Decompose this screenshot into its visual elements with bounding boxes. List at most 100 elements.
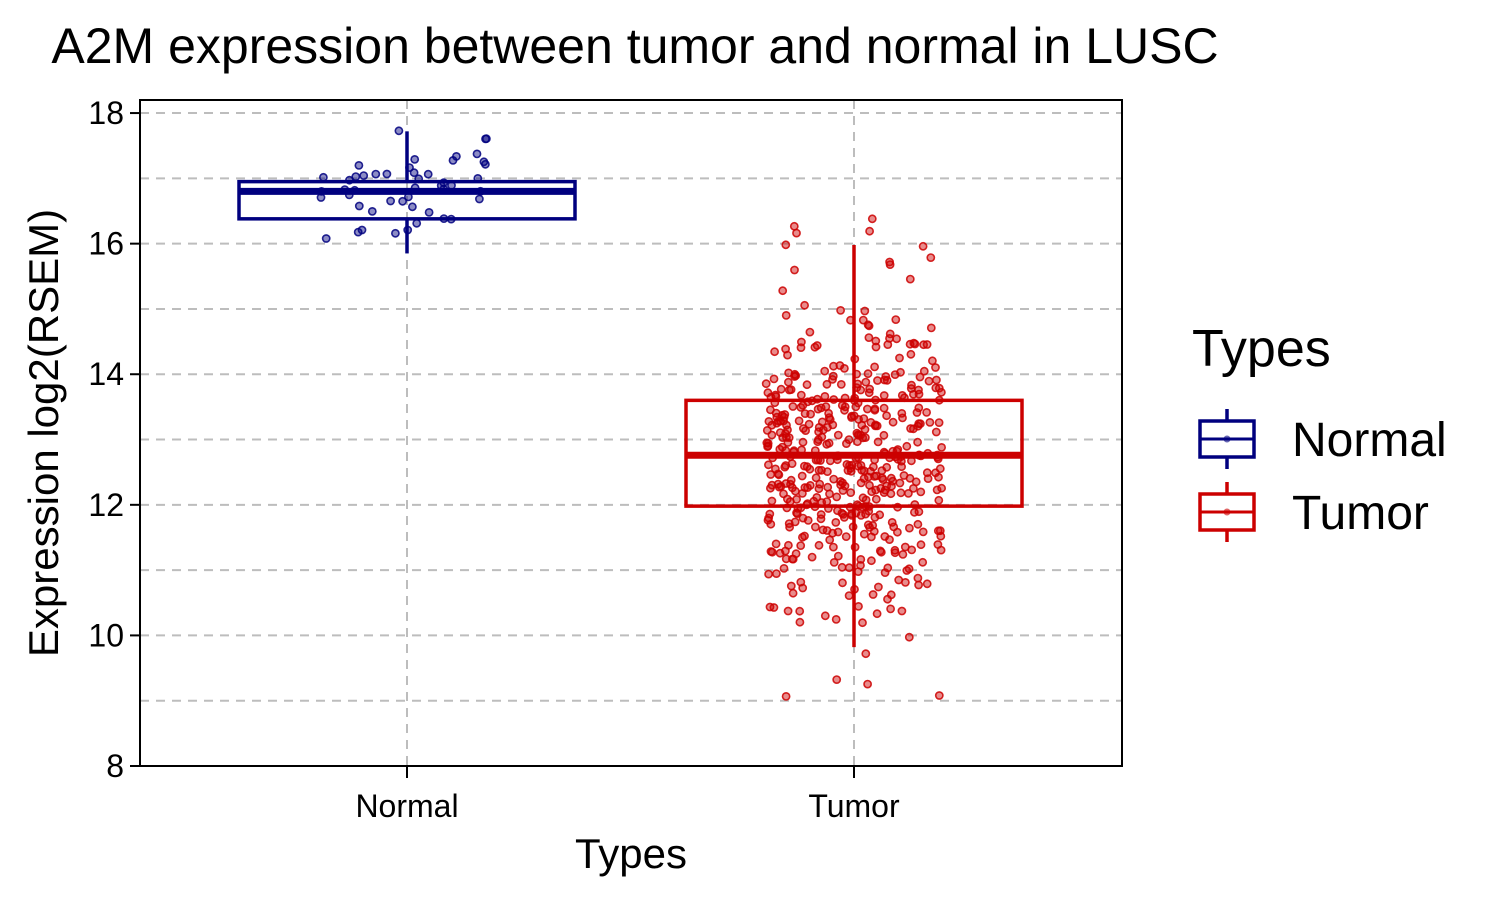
data-point (797, 471, 807, 481)
data-point (828, 420, 838, 430)
data-point (394, 126, 404, 136)
data-point (852, 428, 862, 438)
data-point (796, 541, 806, 550)
data-point (893, 527, 902, 537)
data-point (818, 525, 828, 535)
data-point (861, 649, 871, 659)
data-point (916, 540, 926, 550)
data-point (856, 561, 865, 570)
data-point (926, 253, 936, 262)
data-point (781, 310, 791, 320)
data-point (934, 418, 944, 427)
data-point (837, 562, 847, 572)
data-point (822, 379, 832, 389)
plot-border (139, 99, 1123, 767)
data-point (932, 485, 942, 495)
data-point (847, 411, 857, 421)
data-point (767, 547, 777, 557)
data-point (783, 425, 792, 435)
data-point (871, 336, 881, 346)
data-point (765, 509, 775, 519)
data-point (354, 201, 364, 211)
data-point (767, 430, 777, 440)
data-point (798, 437, 808, 447)
data-point (386, 196, 395, 206)
legend: Types Normal Tumor (1192, 320, 1447, 542)
data-point (829, 542, 838, 552)
data-point (795, 617, 805, 627)
data-point (859, 529, 869, 539)
data-point (918, 557, 928, 567)
data-point (883, 340, 893, 349)
data-point (786, 479, 795, 489)
data-point (774, 416, 783, 426)
data-point (816, 510, 826, 519)
y-tick-label: 18 (88, 95, 124, 131)
legend-label: Normal (1292, 414, 1447, 467)
data-point (769, 374, 779, 384)
data-point (783, 350, 792, 360)
data-point (811, 522, 820, 532)
data-point (865, 226, 874, 236)
data-point (775, 428, 785, 437)
data-point (800, 531, 809, 541)
data-point (863, 369, 873, 379)
data-point (770, 347, 779, 357)
data-point (906, 424, 915, 433)
data-point (863, 520, 873, 530)
data-point (813, 437, 823, 447)
data-point (861, 377, 871, 387)
data-point (773, 469, 783, 479)
data-point (474, 194, 484, 204)
data-point (359, 171, 369, 180)
data-point (905, 274, 915, 284)
data-point (860, 425, 870, 434)
points-normal (316, 126, 491, 243)
legend-key-tumor (1198, 482, 1256, 542)
data-point (918, 241, 928, 251)
data-point (871, 342, 881, 352)
data-point (877, 466, 887, 475)
data-point (928, 356, 937, 366)
data-point (833, 430, 843, 440)
data-point (781, 546, 790, 556)
y-tick-label: 14 (88, 356, 124, 392)
data-point (906, 349, 916, 359)
data-point (922, 340, 932, 349)
data-point (424, 207, 434, 217)
box-elements (237, 131, 1024, 648)
box-iqr (237, 179, 577, 221)
data-point (821, 402, 831, 411)
data-point (481, 134, 491, 144)
data-point (351, 172, 361, 181)
data-point (764, 569, 773, 579)
data-point (897, 606, 907, 616)
data-point (472, 149, 482, 159)
y-tick-label: 16 (88, 226, 124, 262)
data-point (367, 206, 377, 216)
data-point (856, 555, 866, 564)
data-point (857, 465, 867, 475)
data-point (886, 604, 895, 614)
data-point (811, 473, 821, 483)
data-point (875, 510, 885, 520)
data-point (791, 371, 801, 381)
data-point (870, 362, 879, 372)
box-tumor (684, 244, 1024, 648)
data-point (879, 391, 889, 400)
data-point (804, 419, 814, 429)
data-point (868, 590, 878, 599)
data-point (794, 416, 804, 426)
data-point (790, 265, 799, 275)
data-point (838, 478, 847, 488)
data-point (885, 257, 894, 267)
y-tick-label: 12 (88, 487, 124, 523)
data-point (832, 675, 842, 684)
data-point (912, 408, 922, 417)
data-point (898, 550, 908, 559)
data-point (867, 214, 877, 224)
data-point (922, 407, 931, 417)
data-point (867, 556, 876, 566)
data-point (914, 507, 924, 517)
